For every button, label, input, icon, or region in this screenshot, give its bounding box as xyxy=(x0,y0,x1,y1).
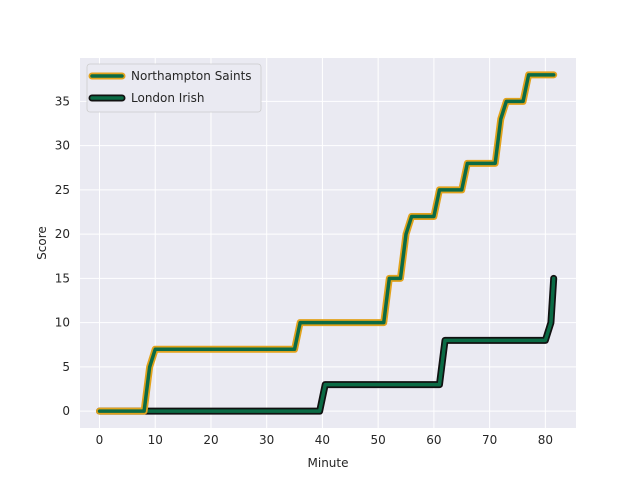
x-tick-label: 10 xyxy=(148,433,163,447)
x-tick-label: 20 xyxy=(203,433,218,447)
x-tick-label: 50 xyxy=(371,433,386,447)
y-tick-label: 15 xyxy=(55,271,70,285)
legend-label: London Irish xyxy=(131,91,204,105)
legend-entry-northampton-saints: Northampton Saints xyxy=(88,69,252,83)
x-tick-label: 80 xyxy=(538,433,553,447)
y-tick-label: 0 xyxy=(62,404,70,418)
y-tick-label: 30 xyxy=(55,139,70,153)
x-axis-label: Minute xyxy=(308,456,349,470)
series-lines xyxy=(96,71,558,415)
x-tick-label: 60 xyxy=(426,433,441,447)
x-tick-label: 70 xyxy=(482,433,497,447)
tick-labels: 0 10 20 30 40 50 60 70 80 0 5 10 15 20 25 30 35 xyxy=(55,94,553,447)
grid-lines xyxy=(80,58,576,428)
x-tick-label: 0 xyxy=(96,433,104,447)
series-line-northampton-saints xyxy=(97,73,556,413)
series-line-london-irish xyxy=(97,276,556,413)
x-tick-label: 40 xyxy=(315,433,330,447)
y-tick-label: 25 xyxy=(55,183,70,197)
x-tick-label: 30 xyxy=(259,433,274,447)
legend-label: Northampton Saints xyxy=(131,69,252,83)
y-tick-label: 35 xyxy=(55,94,70,108)
legend: Northampton Saints London Irish xyxy=(86,63,262,113)
legend-entry-london-irish: London Irish xyxy=(88,91,204,105)
y-tick-label: 5 xyxy=(62,360,70,374)
y-tick-label: 20 xyxy=(55,227,70,241)
y-axis-label: Score xyxy=(35,226,49,260)
legend-box xyxy=(86,63,262,113)
plot-background xyxy=(80,58,576,428)
y-tick-label: 10 xyxy=(55,316,70,330)
